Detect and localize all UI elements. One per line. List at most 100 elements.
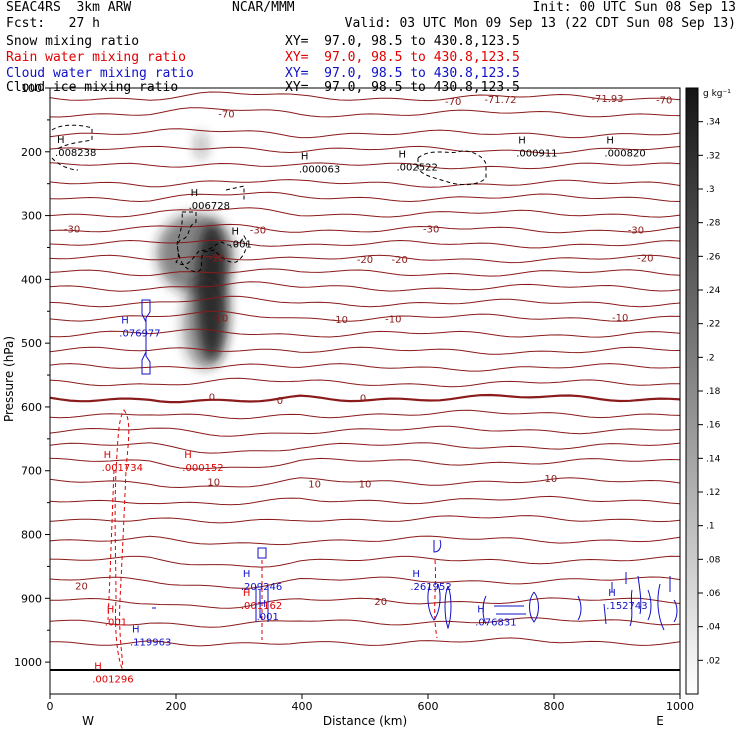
colorbar-unit: g kg⁻¹ [703,89,731,99]
cloud-ice-contour [225,185,245,200]
isotherm-label: -10 [332,315,348,326]
maximum-value: .000152 [182,463,223,474]
y-tick-label: 100 [21,82,42,95]
colorbar-tick-label: .3 [706,185,715,195]
isotherm-line [50,107,680,118]
y-tick-label: 300 [21,210,42,223]
init-time: Init: 00 UTC Sun 08 Sep 13 [532,0,737,15]
maximum-value: .119963 [130,637,171,648]
colorbar-tick-label: .18 [706,387,721,397]
isotherm-line [50,328,680,338]
isotherm-label: -71.93 [591,94,623,105]
isotherm-label: -30 [628,226,644,237]
maximum-marker: H [301,152,309,163]
forecast-hour: Fcst: 27 h [6,16,100,31]
maximum-value: .001 [105,618,127,629]
isotherm-line [50,346,680,355]
isotherm-line [50,409,680,420]
maximum-value: .261952 [410,582,451,593]
valid-time: Valid: 03 UTC Mon 09 Sep 13 (22 CDT Sun … [344,16,736,31]
rain-contour [107,469,115,621]
isotherm-label: 10 [544,474,557,485]
colorbar-tick-label: .32 [706,151,720,161]
field-xy-snow: XY= 97.0, 98.5 to 430.8,123.5 [285,34,520,49]
x-tick-label: 0 [47,700,54,713]
colorbar-scale [685,87,699,695]
colorbar-tick-label: .06 [706,589,721,599]
isotherm-line [50,597,680,609]
y-tick-label: 600 [21,401,42,414]
colorbar-tick-label: .2 [706,353,715,363]
x-axis-west-label: W [82,714,94,728]
isotherm-line [50,363,680,372]
isotherm-line [50,191,680,203]
isotherm-line [50,515,680,524]
x-tick-label: 200 [166,700,187,713]
isotherm-label: 10 [308,479,321,490]
x-tick-label: 800 [544,700,565,713]
y-tick-label: 1000 [14,656,42,669]
maximum-marker: H [477,605,485,616]
isotherm-line [50,377,680,388]
isotherm-label: 0 [360,393,366,404]
colorbar-tick-label: .04 [706,623,721,633]
isotherm-line [50,617,680,628]
isotherm-label: -20 [209,254,225,265]
isotherm-label: -30 [423,224,439,235]
maximum-marker: H [104,450,112,461]
x-tick-label: 1000 [666,700,694,713]
isotherm-label: 0 [209,393,215,404]
snow-mixing-ratio-shading [156,131,233,370]
field-name-snow: Snow mixing ratio [6,34,140,49]
isotherm-label: -71.72 [484,95,516,106]
cloud-water-contour [482,591,582,625]
field-xy-cloud-ice: XY= 97.0, 98.5 to 430.8,123.5 [285,80,520,95]
maximum-value: .076831 [475,618,516,629]
maximum-marker: H [243,569,251,580]
cloud-water-contour [603,572,678,631]
colorbar-tick-label: .26 [706,252,721,262]
isotherm-label: 10 [359,479,372,490]
maximum-value: .076977 [119,329,160,340]
maximum-marker: H [184,450,192,461]
y-tick-label: 700 [21,465,42,478]
maximum-value: .000820 [604,149,645,160]
maximum-marker: H [191,188,199,199]
isotherm-line [50,207,680,218]
colorbar-tick-label: .16 [706,421,721,431]
field-name-cloud-water: Cloud water mixing ratio [6,66,194,81]
isotherm-label: -70 [445,97,461,108]
isotherm-line [50,576,680,589]
isotherm-label: 20 [75,582,88,593]
maximum-marker: H [412,569,420,580]
rain-contour [434,559,438,639]
y-axis-title: Pressure (hPa) [2,336,16,422]
isotherm-label: -30 [64,224,80,235]
x-tick-label: 400 [292,700,313,713]
isotherm-line [50,281,680,292]
colorbar-tick-label: .1 [706,522,715,532]
colorbar-tick-label: .02 [706,656,720,666]
maximum-marker: H [94,661,102,672]
snow-shading-blob [182,279,227,370]
colorbar-tick-label: .24 [706,286,721,296]
cloud-ice-contour [417,150,487,186]
x-axis-title: Distance (km) [323,714,407,728]
maximum-value: .001 [257,612,279,623]
isotherm-line [50,555,680,568]
isotherm-label: -20 [357,255,373,266]
isotherm-label: -10 [612,313,628,324]
isotherm-line [50,310,680,322]
isotherm-line [50,91,680,102]
y-tick-label: 400 [21,273,42,286]
field-xy-cloud-water: XY= 97.0, 98.5 to 430.8,123.5 [285,66,520,81]
isotherm-label: -20 [391,255,407,266]
maximum-marker: H [608,588,616,599]
colorbar-tick-label: .12 [706,488,720,498]
axes: 0 200 400 600 800 100010020030040050060070080… [14,82,694,713]
model-title: SEAC4RS 3km ARW [6,0,132,15]
colorbar-tick-label: .14 [706,454,721,464]
colorbar-tick-label: .28 [706,219,721,229]
isotherm-line [50,268,680,277]
